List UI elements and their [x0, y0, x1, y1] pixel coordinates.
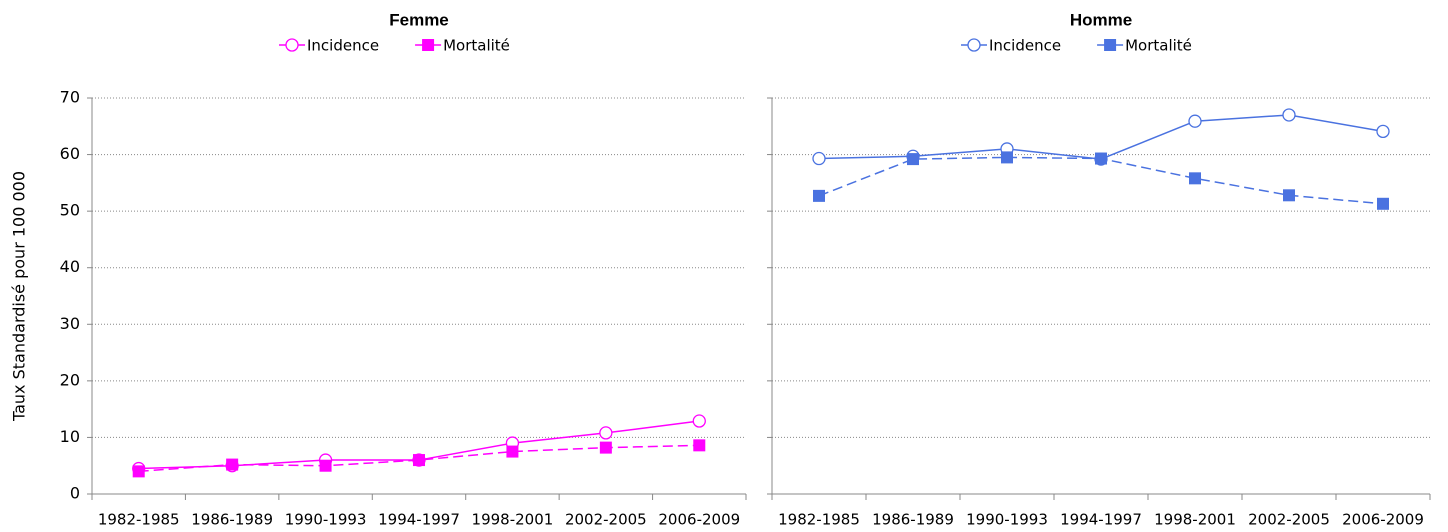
chart-title: Femme — [389, 10, 449, 29]
x-tick-label: 2006-2009 — [658, 511, 740, 529]
y-tick-label: 10 — [60, 427, 80, 446]
marker — [413, 454, 425, 467]
x-tick-label: 1990-1993 — [285, 511, 367, 529]
marker — [692, 414, 706, 428]
x-tick-label: 1982-1985 — [778, 511, 860, 529]
marker — [319, 459, 332, 472]
marker — [1188, 114, 1202, 128]
legend-label: Mortalité — [1125, 37, 1192, 55]
x-tick-label: 1990-1993 — [966, 511, 1048, 529]
legend-label: Incidence — [989, 37, 1061, 55]
marker — [226, 458, 239, 471]
x-tick-label: 1994-1997 — [1060, 511, 1142, 529]
x-tick-label: 1986-1989 — [191, 511, 273, 529]
y-tick-label: 30 — [60, 314, 80, 333]
x-tick-label: 1998-2001 — [1154, 511, 1236, 529]
x-tick-label: 1998-2001 — [472, 511, 554, 529]
marker — [693, 439, 706, 452]
y-tick-label: 60 — [60, 144, 80, 163]
y-tick-label: 40 — [60, 257, 80, 276]
y-tick-label: 0 — [70, 484, 80, 503]
marker — [132, 465, 145, 478]
marker — [599, 441, 612, 454]
x-tick-label: 2002-2005 — [1248, 511, 1330, 529]
y-tick-label: 50 — [60, 201, 80, 220]
marker — [1189, 172, 1201, 185]
x-tick-label: 1982-1985 — [98, 511, 180, 529]
legend-label: Incidence — [307, 37, 379, 55]
marker — [907, 153, 919, 166]
marker — [1001, 151, 1013, 164]
marker — [812, 151, 826, 166]
marker — [1376, 124, 1390, 139]
marker — [285, 38, 299, 52]
y-axis-label: Taux Standardisé pour 100 000 — [10, 171, 29, 422]
marker — [422, 39, 435, 51]
x-tick-label: 1994-1997 — [378, 511, 460, 529]
x-tick-label: 1986-1989 — [872, 511, 954, 529]
marker — [1104, 39, 1117, 51]
x-tick-label: 2002-2005 — [565, 511, 647, 529]
marker — [1282, 108, 1296, 122]
marker — [599, 426, 613, 440]
marker — [506, 445, 519, 458]
marker — [813, 189, 825, 202]
y-tick-label: 20 — [60, 370, 80, 389]
x-tick-label: 2006-2009 — [1342, 511, 1424, 529]
marker — [1095, 152, 1107, 165]
marker — [1377, 197, 1389, 210]
legend-label: Mortalité — [443, 37, 510, 55]
marker — [967, 38, 981, 52]
y-tick-label: 70 — [60, 88, 80, 107]
marker — [1283, 189, 1295, 202]
chart-title: Homme — [1070, 10, 1132, 29]
